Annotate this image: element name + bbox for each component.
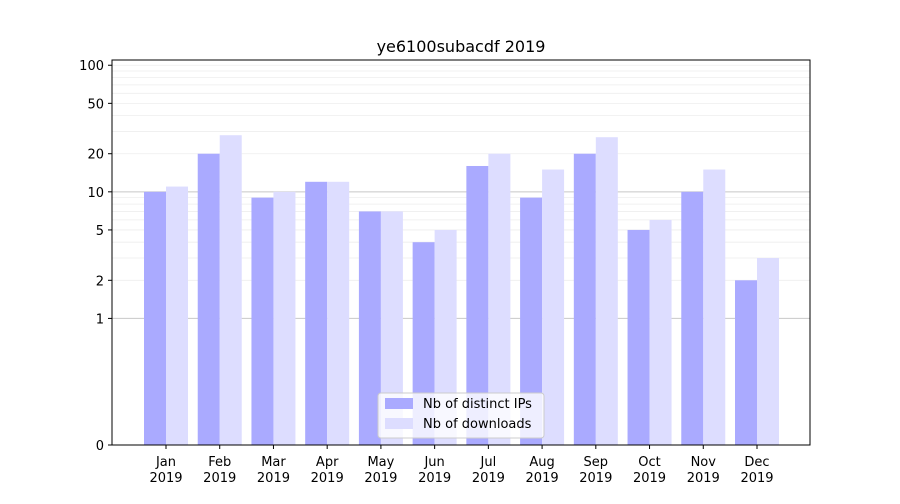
y-tick-label: 0: [96, 439, 104, 454]
x-tick-label-month: Mar: [261, 455, 286, 470]
x-tick-label-year: 2019: [687, 471, 720, 486]
bar-downloads: [703, 169, 726, 445]
x-tick-label-month: Dec: [744, 455, 769, 470]
x-tick-label-month: Sep: [584, 455, 609, 470]
y-tick-label: 100: [79, 59, 104, 74]
y-tick-label: 10: [87, 186, 104, 201]
y-tick-label: 2: [96, 274, 104, 289]
x-tick-label-month: Jan: [155, 455, 176, 470]
bar-downloads: [219, 135, 242, 445]
x-tick-label-year: 2019: [257, 471, 290, 486]
x-tick-label-year: 2019: [418, 471, 451, 486]
bar-downloads: [327, 181, 350, 445]
x-tick-label-month: Nov: [691, 455, 717, 470]
bar-distinct-ips: [627, 229, 650, 445]
x-tick-label-month: Jul: [480, 455, 497, 470]
bar-downloads: [488, 153, 511, 446]
bar-downloads: [380, 211, 403, 445]
bar-distinct-ips: [681, 191, 704, 445]
bar-distinct-ips: [305, 181, 328, 445]
bar-distinct-ips: [735, 280, 757, 445]
y-tick-label: 50: [87, 97, 104, 112]
x-tick-label-month: Apr: [316, 455, 339, 470]
x-tick-label-year: 2019: [364, 471, 397, 486]
bar-distinct-ips: [251, 197, 274, 445]
x-tick-label-month: Feb: [208, 455, 231, 470]
bar-distinct-ips: [197, 153, 220, 446]
y-tick-label: 1: [96, 312, 104, 327]
bar-distinct-ips: [573, 153, 596, 446]
bar-downloads: [649, 219, 672, 445]
x-tick-label-year: 2019: [203, 471, 236, 486]
legend-label: Nb of downloads: [423, 417, 532, 432]
bar-distinct-ips: [466, 165, 489, 446]
y-axis: 0 1 2 5 10 20 50 100: [79, 59, 112, 454]
bar-downloads: [166, 186, 188, 446]
x-tick-label-month: Oct: [638, 455, 660, 470]
x-tick-label-month: May: [367, 455, 394, 470]
x-tick-label-month: Aug: [529, 455, 554, 470]
legend-label: Nb of distinct IPs: [423, 397, 532, 412]
chart-title: ye6100subacdf 2019: [377, 37, 546, 56]
bar-distinct-ips: [144, 191, 166, 445]
x-tick-label-year: 2019: [526, 471, 559, 486]
legend-box: [377, 392, 545, 439]
x-tick-label-year: 2019: [472, 471, 505, 486]
legend: Nb of distinct IPs Nb of downloads: [377, 392, 545, 439]
y-tick-label: 5: [96, 224, 104, 239]
legend-swatch: [385, 398, 413, 409]
bars: [144, 135, 779, 446]
bar-distinct-ips: [520, 197, 543, 445]
bar-downloads: [757, 258, 779, 445]
x-tick-label-year: 2019: [149, 471, 182, 486]
bar-downloads: [273, 191, 296, 445]
x-tick-label-year: 2019: [579, 471, 612, 486]
x-tick-label-month: Jun: [423, 455, 444, 470]
x-tick-label-year: 2019: [633, 471, 666, 486]
x-tick-label-year: 2019: [740, 471, 773, 486]
y-tick-label: 20: [87, 148, 104, 163]
bar-downloads: [595, 137, 618, 446]
bar-distinct-ips: [358, 211, 381, 445]
bar-downloads: [542, 169, 565, 445]
bar-downloads: [434, 229, 457, 445]
x-axis: Jan2019Feb2019Mar2019Apr2019May2019Jun20…: [149, 445, 774, 486]
plot-frame: [111, 59, 811, 446]
x-tick-label-year: 2019: [311, 471, 344, 486]
legend-swatch: [385, 418, 413, 429]
